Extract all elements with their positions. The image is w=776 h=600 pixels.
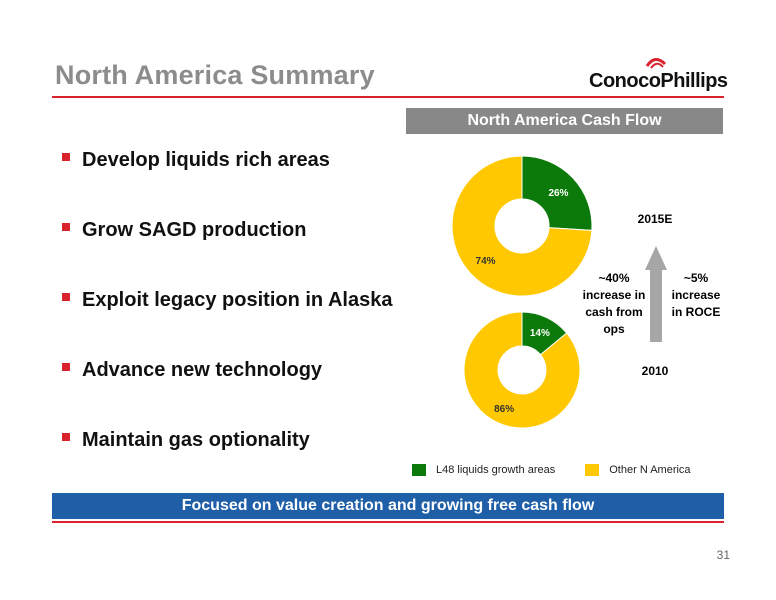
label-2015e: 2015E (637, 212, 673, 226)
chart-panel-title: North America Cash Flow (406, 108, 723, 134)
bullet-square-icon (62, 363, 70, 371)
bullet-item: Maintain gas optionality (60, 422, 400, 492)
bullet-text: Advance new technology (82, 359, 323, 381)
bullet-item: Grow SAGD production (60, 212, 400, 282)
note-line: ~40% (598, 271, 630, 285)
company-logo: ConocoPhillips (589, 52, 729, 98)
note-line: increase in (582, 288, 646, 302)
footer-banner: Focused on value creation and growing fr… (52, 493, 724, 519)
donut-slice-2015e-1 (451, 155, 593, 297)
note-line: in ROCE (671, 305, 721, 319)
note-line: ~5% (683, 271, 709, 285)
bullet-list: Develop liquids rich areas Grow SAGD pro… (60, 142, 400, 492)
bullet-text: Grow SAGD production (82, 219, 307, 241)
cash-from-ops-note: ~40% increase in cash from ops (578, 270, 650, 338)
slice-label: 74% (476, 256, 496, 267)
legend-label: L48 liquids growth areas (436, 464, 556, 476)
bullet-item: Exploit legacy position in Alaska (60, 282, 400, 352)
donut-slice-2010-1 (463, 311, 581, 429)
bullet-item: Advance new technology (60, 352, 400, 422)
legend-swatch-yellow (585, 464, 600, 476)
bullet-item: Develop liquids rich areas (60, 142, 400, 212)
footer-divider (52, 521, 724, 523)
legend-swatch-green (412, 464, 426, 476)
chart-legend: L48 liquids growth areas Other N America (412, 462, 721, 478)
page-number: 31 (716, 548, 730, 562)
bullet-square-icon (62, 153, 70, 161)
note-line: ops (603, 322, 625, 336)
legend-item: L48 liquids growth areas (412, 464, 555, 476)
growth-arrow-icon (645, 246, 667, 342)
bullet-square-icon (62, 293, 70, 301)
bullet-square-icon (62, 433, 70, 441)
bullet-text: Develop liquids rich areas (82, 149, 330, 171)
slice-label: 86% (494, 404, 514, 415)
slice-label: 26% (548, 188, 568, 199)
roce-note: ~5% increase in ROCE (666, 270, 726, 321)
legend-label: Other N America (609, 464, 691, 476)
logo-text: ConocoPhillips (589, 70, 728, 92)
label-2010: 2010 (641, 364, 669, 378)
note-line: increase (671, 288, 721, 302)
title-divider (52, 96, 724, 98)
bullet-square-icon (62, 223, 70, 231)
page-title: North America Summary (55, 60, 375, 90)
legend-item: Other N America (585, 464, 691, 476)
note-line: cash from (585, 305, 643, 319)
slice-label: 14% (530, 328, 550, 339)
donut-slice-2015e-0 (521, 155, 593, 231)
bullet-text: Exploit legacy position in Alaska (82, 289, 393, 311)
bullet-text: Maintain gas optionality (82, 429, 310, 451)
logo-mark-icon (645, 58, 667, 69)
